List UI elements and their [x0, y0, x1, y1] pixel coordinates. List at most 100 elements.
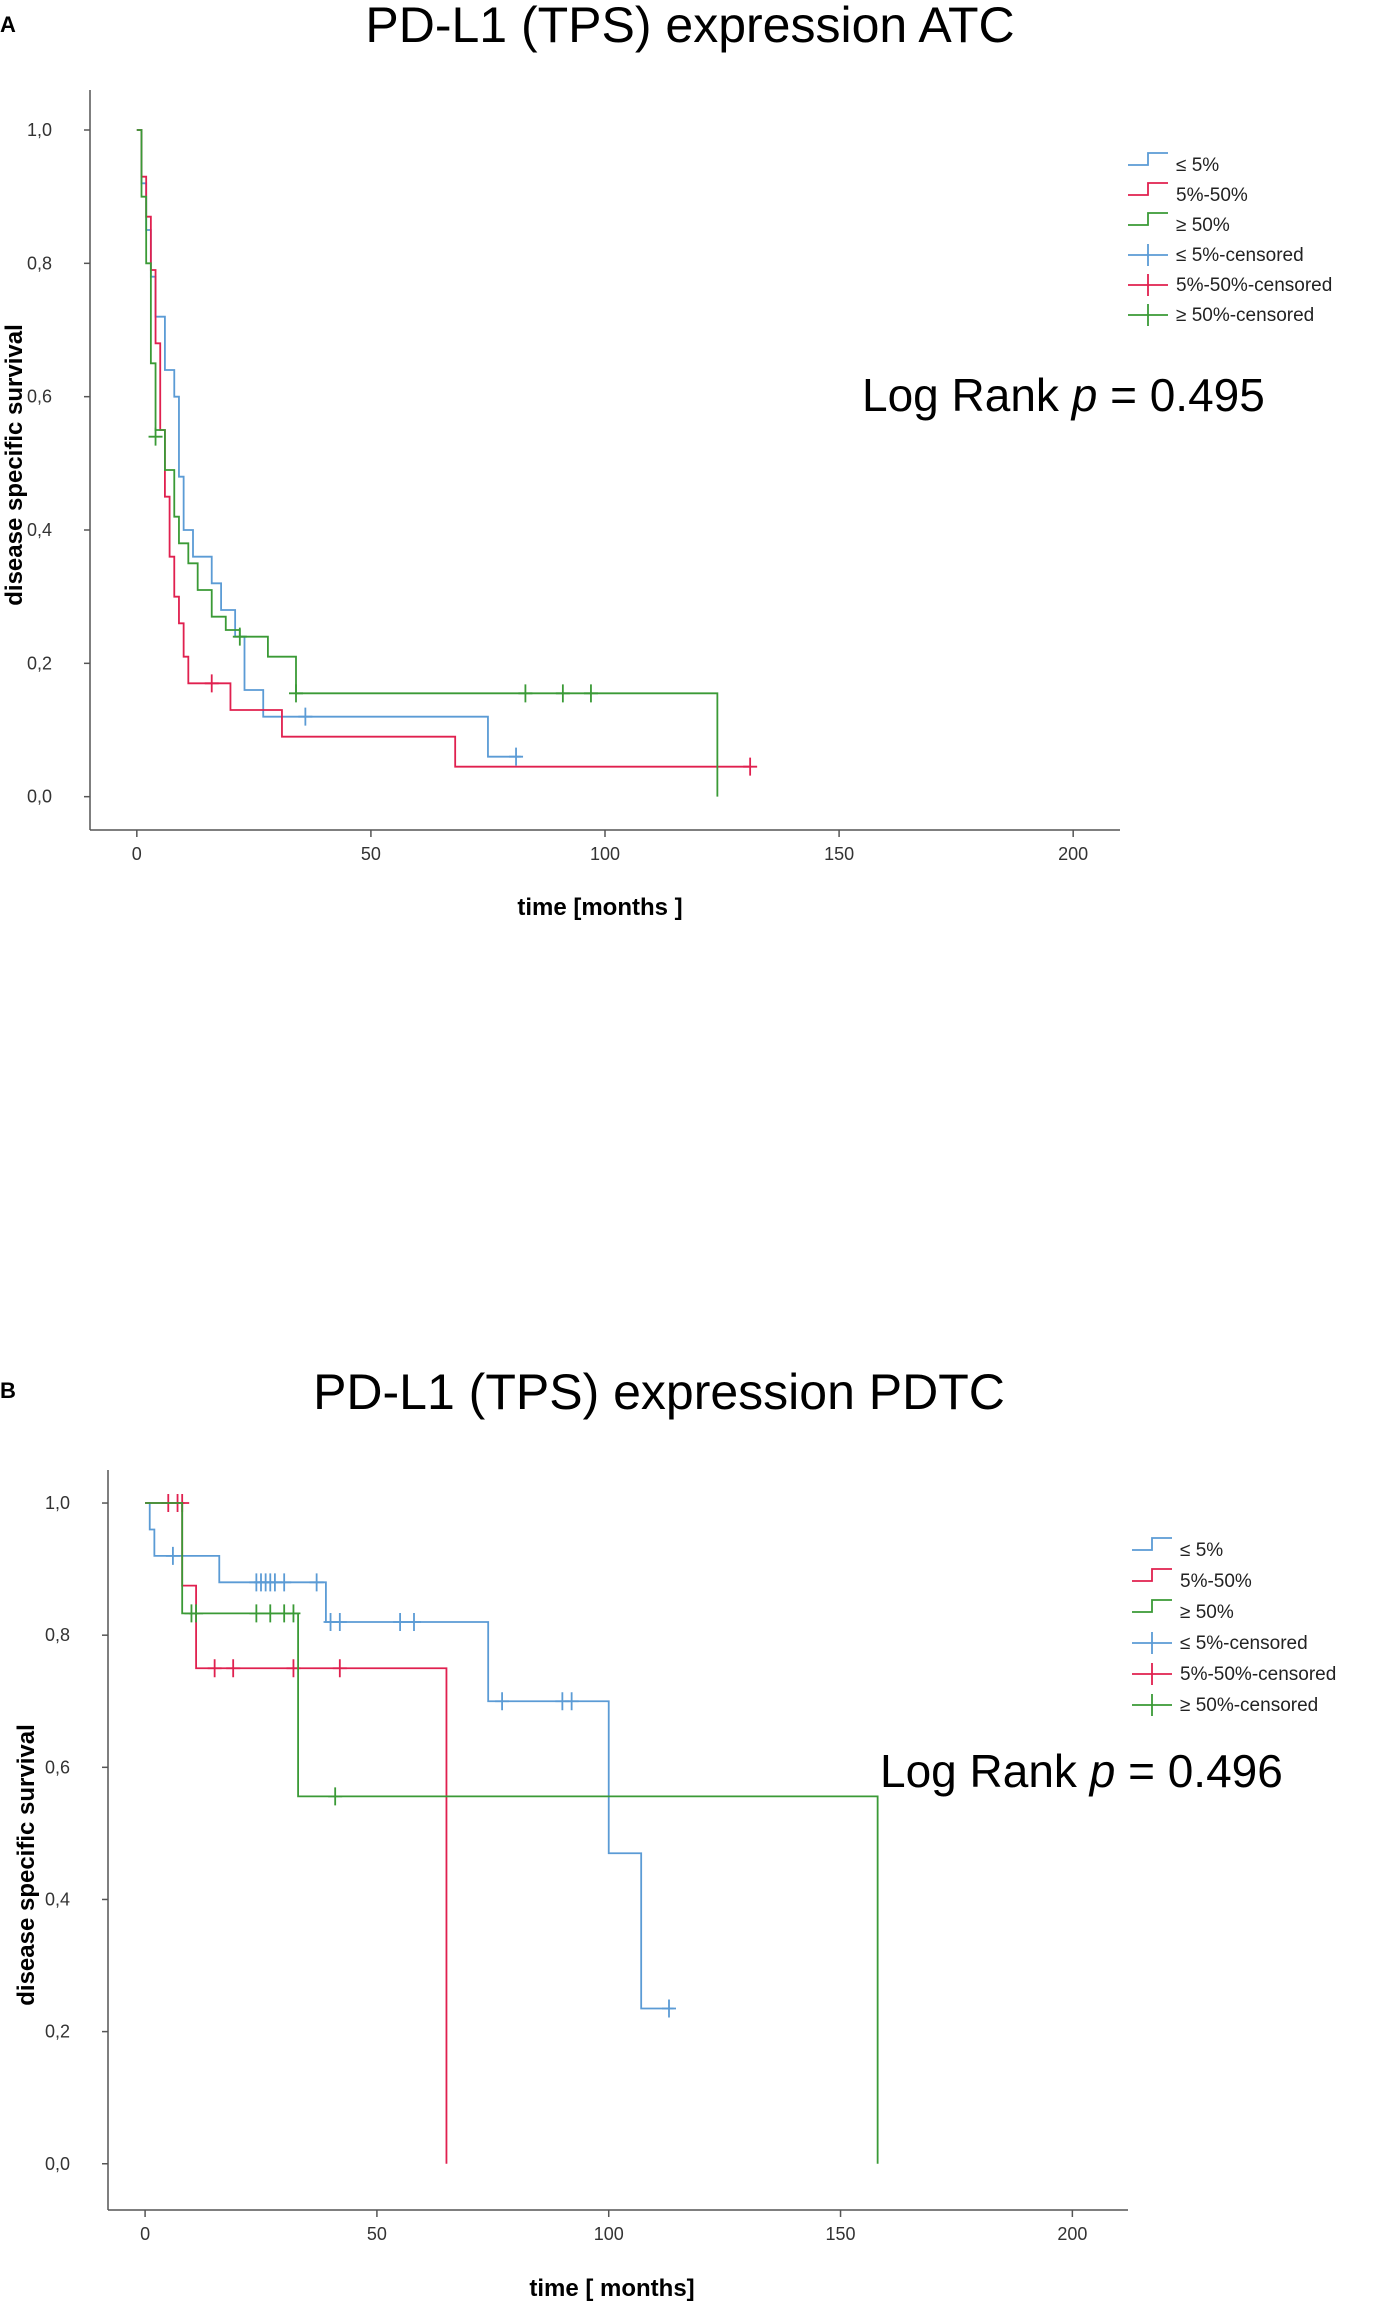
censor-mark [407, 1612, 421, 1631]
censor-mark [495, 1692, 510, 1711]
legend-entry-label: ≥ 50% [1176, 215, 1230, 236]
censor-mark [204, 674, 219, 693]
x-tick-label: 100 [590, 844, 620, 864]
km-curve-series-2 [136, 129, 719, 797]
censor-mark [232, 627, 247, 646]
censor-mark [165, 1546, 180, 1565]
y-tick-label: 0,0 [45, 2154, 70, 2174]
legend-entry-label: ≥ 50% [1180, 1602, 1234, 1623]
km-curve-series-1 [136, 129, 751, 768]
x-tick-label: 150 [824, 844, 854, 864]
censor-mark [309, 1573, 324, 1592]
y-tick-label: 0,6 [27, 387, 52, 407]
km-curve-series-2 [145, 1502, 879, 2164]
panel-b-title: PD-L1 (TPS) expression PDTC [313, 1364, 1005, 1420]
legend-entry-label: ≥ 50%-censored [1176, 305, 1314, 326]
panel-b-log-rank-annotation: Log Rank p = 0.496 [880, 1745, 1283, 1797]
censor-mark [555, 684, 570, 703]
km-curve-series-0 [145, 1502, 674, 2010]
panel-a: A PD-L1 (TPS) expression ATC 0,00,20,40,… [0, 0, 1332, 921]
censor-mark [249, 1604, 264, 1623]
censor-mark [148, 427, 163, 446]
legend-entry-label: ≤ 5%-censored [1180, 1633, 1308, 1654]
legend-swatch [1128, 152, 1168, 166]
legend-entry-label: ≤ 5%-censored [1176, 245, 1304, 266]
x-tick-label: 50 [367, 2224, 387, 2244]
x-tick-label: 0 [132, 844, 142, 864]
censor-mark [226, 1659, 241, 1678]
legend-entry-label: 5%-50%-censored [1180, 1664, 1336, 1685]
legend-swatch [1128, 212, 1168, 226]
legend-swatch [1132, 1568, 1172, 1582]
x-tick-label: 0 [140, 2224, 150, 2244]
legend-entry-label: 5%-50% [1176, 185, 1248, 206]
legend-swatch [1132, 1537, 1172, 1551]
panel-a-title: PD-L1 (TPS) expression ATC [365, 0, 1014, 53]
panel-b-axes-frame [107, 1470, 1128, 2211]
censor-mark [743, 757, 758, 776]
y-tick-label: 0,0 [27, 787, 52, 807]
censor-mark [207, 1659, 222, 1678]
legend-swatch [1132, 1663, 1172, 1685]
y-tick-label: 1,0 [45, 1493, 70, 1513]
legend-swatch [1128, 274, 1168, 296]
legend-swatch [1128, 182, 1168, 196]
censor-mark [298, 707, 313, 726]
panel-a-curves [136, 129, 758, 797]
panel-b-curves [145, 1494, 879, 2164]
panel-a-log-rank-annotation: Log Rank p = 0.495 [862, 369, 1265, 421]
panel-a-letter: A [0, 12, 16, 37]
censor-mark [509, 747, 524, 766]
panel-a-y-ticks: 0,0 0,2 0,4 0,6 0,8 1,0 [27, 120, 90, 807]
censor-mark [277, 1573, 292, 1592]
legend-swatch [1128, 304, 1168, 326]
censor-mark [564, 1692, 579, 1711]
km-curve-series-1 [145, 1502, 448, 2164]
panel-a-axes-frame [89, 90, 1120, 831]
legend-entry-label: ≤ 5% [1180, 1540, 1223, 1561]
censor-mark [518, 684, 533, 703]
censor-mark [393, 1612, 408, 1631]
censor-mark [289, 684, 303, 703]
censor-mark [286, 1604, 301, 1623]
y-tick-label: 0,2 [27, 653, 52, 673]
panel-b-letter: B [0, 1378, 16, 1403]
censor-mark [189, 1604, 204, 1623]
panel-b: B PD-L1 (TPS) expression PDTC 0,00,20,40… [0, 1364, 1336, 2302]
legend-swatch [1132, 1599, 1172, 1613]
x-tick-label: 200 [1057, 2224, 1087, 2244]
panel-a-y-axis-label: disease specific survival [1, 324, 28, 606]
legend-entry-label: ≤ 5% [1176, 155, 1219, 176]
censor-mark [328, 1787, 343, 1806]
censor-mark [263, 1604, 278, 1623]
legend-swatch [1132, 1632, 1172, 1654]
y-tick-label: 1,0 [27, 120, 52, 140]
y-tick-label: 0,6 [45, 1757, 70, 1777]
panel-b-y-axis-label: disease specific survival [13, 1724, 40, 2006]
panel-a-x-axis-label: time [months ] [517, 894, 682, 921]
y-tick-label: 0,4 [27, 520, 52, 540]
legend-entry-label: ≥ 50%-censored [1180, 1695, 1318, 1716]
x-tick-label: 100 [594, 2224, 624, 2244]
x-tick-label: 50 [361, 844, 381, 864]
y-tick-label: 0,8 [45, 1625, 70, 1645]
censor-mark [332, 1659, 347, 1678]
legend-swatch [1132, 1694, 1172, 1716]
y-tick-label: 0,8 [27, 253, 52, 273]
x-tick-label: 150 [826, 2224, 856, 2244]
legend-swatch [1128, 244, 1168, 266]
legend-entry-label: 5%-50% [1180, 1571, 1252, 1592]
panel-a-x-ticks: 0 50 100 150 200 [132, 830, 1088, 864]
panel-b-y-ticks: 0,0 0,2 0,4 0,6 0,8 1,0 [45, 1493, 108, 2174]
panel-b-legend: ≤ 5% 5%-50% ≥ 50% ≤ 5%-censored 5%-50%-censo… [1132, 1537, 1336, 1716]
legend-entry-label: 5%-50%-censored [1176, 275, 1332, 296]
censor-mark [662, 1999, 676, 2018]
censor-mark [332, 1612, 347, 1631]
panel-b-x-axis-label: time [ months] [529, 2275, 694, 2302]
km-curve-series-0 [136, 129, 521, 758]
y-tick-label: 0,4 [45, 1889, 70, 1909]
censor-mark [583, 684, 598, 703]
panel-b-x-ticks: 0 50 100 150 200 [140, 2210, 1087, 2244]
x-tick-label: 200 [1058, 844, 1088, 864]
